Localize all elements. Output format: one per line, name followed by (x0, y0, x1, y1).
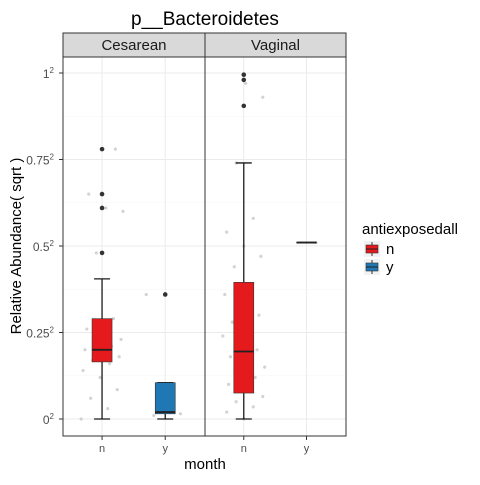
chart-title: p__Bacteroidetes (131, 9, 279, 30)
y-tick-label: 0.252 (26, 326, 54, 341)
legend: antiexposedall ny (362, 221, 458, 276)
jitter-point (225, 410, 228, 413)
jitter-point (261, 96, 264, 99)
facets: Cesarean n y Vaginal n y (63, 33, 346, 455)
jitter-point (83, 348, 86, 351)
y-tick-label: 0.52 (33, 239, 55, 254)
outlier-point (100, 251, 105, 256)
jitter-point (227, 383, 230, 386)
outlier-point (241, 78, 246, 83)
jitter-point (233, 265, 236, 268)
outlier-point (100, 192, 105, 197)
y-axis: 02 0.252 0.52 0.752 12 (26, 66, 63, 427)
jitter-point (118, 355, 121, 358)
legend-label: y (386, 259, 394, 276)
y-tick-label: 0.752 (26, 153, 54, 168)
x-axis-title: month (184, 456, 226, 473)
jitter-point (229, 355, 232, 358)
x-tick-label: n (241, 443, 247, 455)
jitter-point (259, 255, 262, 258)
y-axis-title: Relative Abundance( sqrt ) (8, 158, 25, 335)
legend-key-n: n (364, 241, 394, 258)
box-body (155, 383, 175, 414)
outlier-point (163, 292, 168, 297)
jitter-point (95, 251, 98, 254)
outlier-point (241, 104, 246, 109)
x-tick-label: y (304, 443, 310, 455)
jitter-point (114, 148, 117, 151)
jitter-point (257, 314, 260, 317)
jitter-point (152, 414, 155, 417)
outlier-point (241, 72, 246, 77)
jitter-point (119, 338, 122, 341)
jitter-point (255, 348, 258, 351)
jitter-point (221, 334, 224, 337)
jitter-point (235, 400, 238, 403)
facet-strip-label: Vaginal (251, 37, 300, 54)
x-tick-label: y (162, 443, 168, 455)
jitter-point (99, 376, 102, 379)
jitter-point (223, 293, 226, 296)
jitter-point (252, 217, 255, 220)
box-body (234, 282, 254, 393)
jitter-point (81, 369, 84, 372)
facet-panel: Cesarean n y (63, 33, 205, 455)
jitter-point (85, 327, 88, 330)
jitter-point (244, 82, 247, 85)
outlier-point (100, 206, 105, 211)
jitter-point (145, 293, 148, 296)
facet-panel: Vaginal n y (205, 33, 346, 455)
jitter-point (261, 395, 264, 398)
jitter-point (89, 397, 92, 400)
jitter-point (104, 206, 107, 209)
jitter-point (87, 193, 90, 196)
box-body (92, 319, 112, 362)
jitter-point (108, 362, 111, 365)
jitter-point (121, 210, 124, 213)
legend-key-y: y (364, 259, 394, 276)
y-tick-label: 02 (43, 412, 55, 427)
legend-label: n (386, 241, 394, 258)
jitter-point (80, 417, 83, 420)
jitter-point (252, 405, 255, 408)
outlier-point (100, 147, 105, 152)
x-tick-label: n (99, 443, 105, 455)
facet-strip-label: Cesarean (101, 37, 166, 54)
legend-title: antiexposedall (362, 221, 458, 238)
jitter-point (116, 388, 119, 391)
jitter-point (263, 366, 266, 369)
jitter-point (179, 412, 182, 415)
jitter-point (106, 407, 109, 410)
y-tick-label: 12 (43, 66, 55, 81)
jitter-point (225, 231, 228, 234)
